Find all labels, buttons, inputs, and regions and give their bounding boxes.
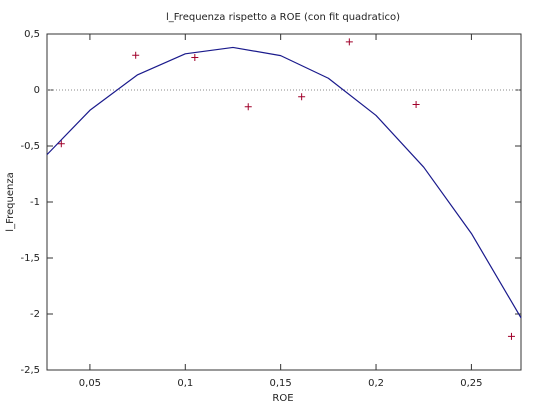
point	[345, 38, 353, 46]
y-tick-label: 0	[34, 85, 40, 96]
point	[507, 332, 515, 340]
y-axis-label: l_Frequenza	[5, 172, 16, 231]
x-tick-label: 0,1	[177, 378, 193, 389]
point	[191, 54, 199, 62]
y-tick-label: -0,5	[20, 141, 40, 152]
y-tick-label: -1,5	[20, 253, 40, 264]
point	[298, 93, 306, 101]
y-tick-label: -2	[30, 309, 40, 320]
y-tick-label: -2,5	[20, 365, 40, 376]
x-tick-label: 0,25	[460, 378, 482, 389]
point	[244, 103, 252, 111]
x-tick-label: 0,2	[368, 378, 384, 389]
point	[132, 51, 140, 59]
y-tick-label: 0,5	[24, 29, 40, 40]
point	[57, 140, 65, 148]
fit-line	[46, 46, 522, 319]
plot-frame	[46, 33, 522, 371]
y-tick-label: -1	[30, 197, 40, 208]
x-axis-label: ROE	[272, 393, 293, 404]
x-tick-label: 0,15	[270, 378, 292, 389]
point	[412, 101, 420, 109]
chart-title: l_Frequenza rispetto a ROE (con fit quad…	[166, 12, 400, 23]
x-tick-label: 0,05	[79, 378, 101, 389]
